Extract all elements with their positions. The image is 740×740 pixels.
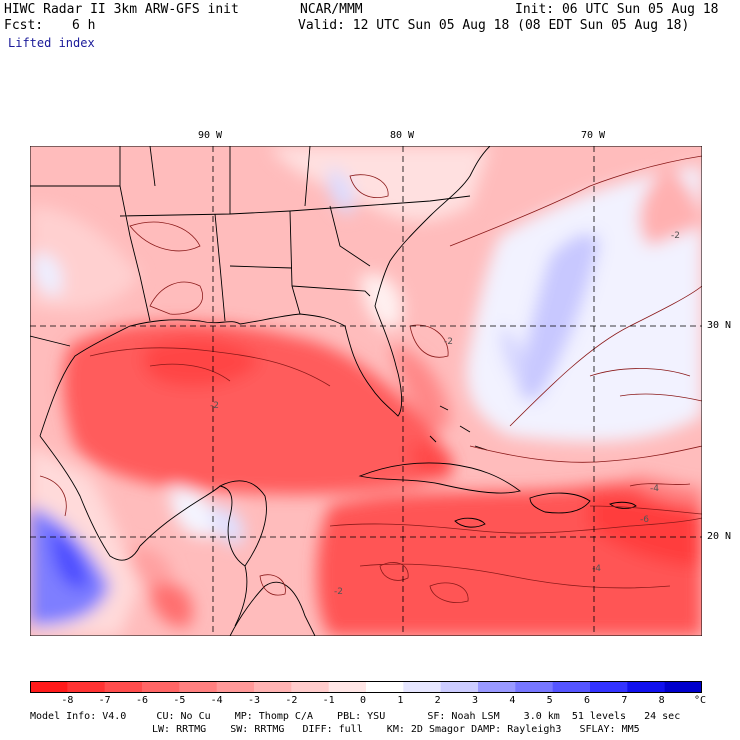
colorbar-tick-label: -7 bbox=[98, 695, 111, 706]
footer-physics-info: LW: RRTMG SW: RRTMG DIFF: full KM: 2D Sm… bbox=[152, 724, 640, 735]
colorbar bbox=[30, 681, 702, 693]
colorbar-tick-label: -6 bbox=[136, 695, 149, 706]
colorbar-swatch bbox=[664, 681, 702, 693]
contour-lines bbox=[39, 155, 702, 603]
colorbar-tick-label: 1 bbox=[397, 695, 404, 706]
colorbar-swatch bbox=[366, 681, 404, 693]
colorbar-swatch bbox=[216, 681, 255, 693]
latitude-label-20n: 20 N bbox=[707, 531, 732, 542]
colorbar-tick-label: 7 bbox=[621, 695, 628, 706]
forecast-hour: 6 h bbox=[72, 18, 96, 33]
colorbar-swatch bbox=[328, 681, 367, 693]
colorbar-swatch bbox=[403, 681, 442, 693]
coastlines bbox=[30, 146, 637, 636]
colorbar-swatch bbox=[627, 681, 666, 693]
contour-label: -2 bbox=[671, 231, 680, 241]
colorbar-tick-label: -5 bbox=[173, 695, 186, 706]
model-title: HIWC Radar II 3km ARW-GFS init bbox=[4, 2, 239, 17]
contour-label: -2 bbox=[210, 401, 219, 411]
colorbar-tick-label: 0 bbox=[360, 695, 367, 706]
colorbar-tick-label: -8 bbox=[61, 695, 74, 706]
valid-time: Valid: 12 UTC Sun 05 Aug 18 (08 EDT Sun … bbox=[298, 18, 690, 33]
colorbar-tick-label: 5 bbox=[546, 695, 553, 706]
colorbar-swatch bbox=[254, 681, 292, 693]
contour-label: -2 bbox=[334, 587, 343, 597]
colorbar-swatch bbox=[179, 681, 218, 693]
footer-model-info: Model Info: V4.0 CU: No Cu MP: Thomp C/A… bbox=[30, 711, 681, 722]
colorbar-swatch bbox=[590, 681, 628, 693]
colorbar-unit: °C bbox=[694, 695, 707, 706]
colorbar-tick-label: 8 bbox=[658, 695, 665, 706]
contour-label: -6 bbox=[640, 515, 649, 525]
contour-label: -4 bbox=[592, 564, 601, 574]
colorbar-swatch bbox=[142, 681, 180, 693]
init-time: Init: 06 UTC Sun 05 Aug 18 bbox=[515, 2, 719, 17]
lifted-index-map: -2 -2 -4 -6 -2 -4 -2 bbox=[30, 146, 702, 636]
longitude-label-90w: 90 W bbox=[198, 130, 223, 141]
colorbar-tick-label: -4 bbox=[210, 695, 223, 706]
longitude-label-70w: 70 W bbox=[581, 130, 606, 141]
contour-label: -2 bbox=[444, 337, 453, 347]
colorbar-swatch bbox=[291, 681, 330, 693]
colorbar-tick-label: -3 bbox=[248, 695, 261, 706]
organization-label: NCAR/MMM bbox=[300, 2, 363, 17]
latitude-label-30n: 30 N bbox=[707, 320, 732, 331]
colorbar-tick-label: 3 bbox=[472, 695, 479, 706]
colorbar-swatch bbox=[104, 681, 143, 693]
longitude-label-80w: 80 W bbox=[390, 130, 415, 141]
contour-label: -4 bbox=[650, 484, 659, 494]
colorbar-tick-label: 6 bbox=[584, 695, 591, 706]
colorbar-swatch bbox=[440, 681, 479, 693]
field-name: Lifted index bbox=[8, 36, 95, 50]
lat-lon-grid bbox=[30, 146, 702, 636]
forecast-label: Fcst: bbox=[4, 18, 44, 33]
colorbar-swatch bbox=[552, 681, 591, 693]
colorbar-tick-label: 4 bbox=[509, 695, 516, 706]
colorbar-swatch bbox=[67, 681, 106, 693]
colorbar-swatch bbox=[30, 681, 68, 693]
colorbar-tick-label: -1 bbox=[322, 695, 335, 706]
colorbar-swatch bbox=[515, 681, 554, 693]
colorbar-tick-label: 2 bbox=[434, 695, 441, 706]
colorbar-tick-label: -2 bbox=[285, 695, 298, 706]
colorbar-ticks: -8 -7 -6 -5 -4 -3 -2 -1 0 1 2 3 4 5 6 7 8 bbox=[30, 695, 702, 709]
colorbar-swatch bbox=[478, 681, 516, 693]
